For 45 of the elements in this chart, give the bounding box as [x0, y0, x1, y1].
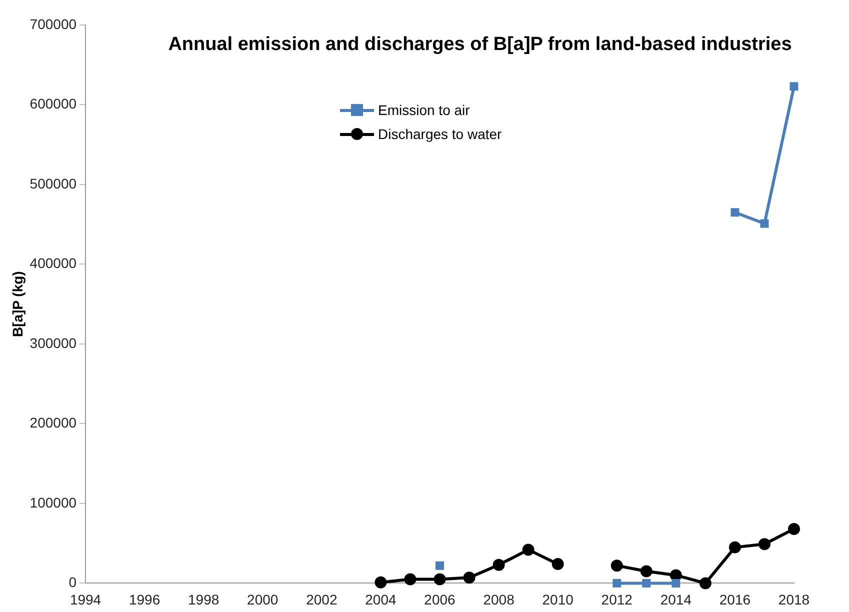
y-tick-label: 100000: [30, 494, 77, 510]
point: [610, 560, 623, 572]
y-tick-label: 200000: [30, 414, 77, 431]
x-tick-label: 2012: [601, 591, 633, 608]
x-tick-label: 1996: [128, 591, 160, 608]
point: [728, 541, 741, 554]
point: [640, 565, 652, 578]
legend-label: Emission to air: [378, 102, 470, 118]
x-tick-label: 2004: [365, 591, 396, 608]
y-tick-label: 0: [68, 574, 77, 590]
x-tick-label: 2016: [719, 591, 751, 608]
point: [790, 82, 798, 91]
x-tick-label: 1994: [70, 591, 102, 608]
x-tick-label: 1998: [188, 591, 220, 608]
point: [522, 544, 534, 556]
point: [404, 573, 416, 586]
point: [434, 573, 446, 586]
x-tick-label: 2010: [542, 591, 574, 608]
point: [760, 219, 769, 228]
point: [758, 538, 770, 550]
point: [788, 522, 800, 535]
point: [730, 208, 740, 217]
x-tick-label: 2006: [424, 591, 456, 608]
y-tick-label: 400000: [30, 255, 77, 272]
x-tick-label: 2002: [306, 591, 338, 608]
y-axis-title: B[a]P (kg): [9, 271, 26, 338]
point: [374, 576, 387, 588]
text: Annual emission and discharges of B[a]P from land-based industries: [167, 34, 793, 56]
point: [612, 578, 622, 588]
point: [436, 561, 444, 570]
y-tick-label: 700000: [30, 16, 77, 32]
y-tick-label: 500000: [30, 175, 77, 192]
legend-label: Discharges to water: [378, 126, 502, 142]
point: [552, 558, 564, 570]
point: [699, 577, 712, 590]
x-tick-label: 2014: [660, 591, 692, 608]
x-tick-label: 2000: [247, 591, 278, 608]
y-tick-label: 300000: [30, 334, 77, 351]
point: [492, 558, 505, 571]
x-tick-label: 2008: [483, 591, 515, 608]
point: [463, 572, 476, 584]
point: [672, 578, 680, 588]
point: [642, 578, 651, 588]
y-tick-label: 600000: [30, 96, 77, 112]
x-tick-label: 2018: [778, 591, 810, 608]
